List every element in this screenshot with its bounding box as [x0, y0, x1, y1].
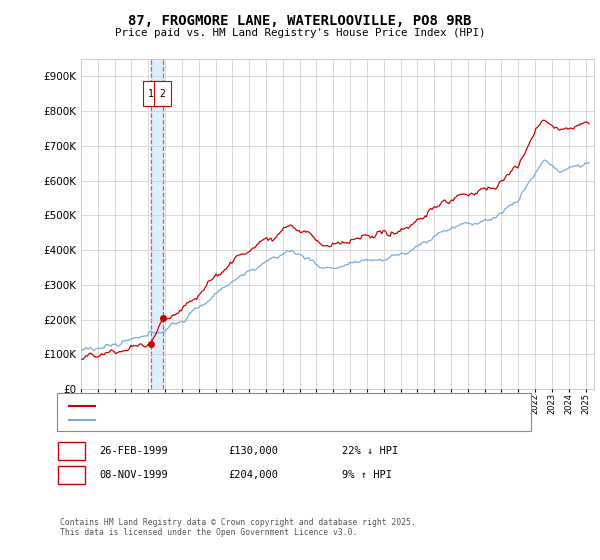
- Text: £204,000: £204,000: [228, 470, 278, 480]
- Text: 08-NOV-1999: 08-NOV-1999: [99, 470, 168, 480]
- Text: 22% ↓ HPI: 22% ↓ HPI: [342, 446, 398, 456]
- Text: 2: 2: [68, 470, 75, 480]
- Text: Contains HM Land Registry data © Crown copyright and database right 2025.
This d: Contains HM Land Registry data © Crown c…: [60, 518, 416, 538]
- Text: £130,000: £130,000: [228, 446, 278, 456]
- Text: Price paid vs. HM Land Registry's House Price Index (HPI): Price paid vs. HM Land Registry's House …: [115, 28, 485, 38]
- Text: 2: 2: [160, 88, 166, 99]
- Text: 1: 1: [68, 446, 75, 456]
- Text: 1: 1: [148, 88, 154, 99]
- FancyBboxPatch shape: [154, 81, 171, 106]
- Text: 87, FROGMORE LANE, WATERLOOVILLE, PO8 9RB (detached house): 87, FROGMORE LANE, WATERLOOVILLE, PO8 9R…: [99, 401, 411, 410]
- FancyBboxPatch shape: [143, 81, 159, 106]
- Text: HPI: Average price, detached house, East Hampshire: HPI: Average price, detached house, East…: [99, 416, 368, 425]
- Bar: [151, 59, 163, 389]
- Text: 26-FEB-1999: 26-FEB-1999: [99, 446, 168, 456]
- Text: 87, FROGMORE LANE, WATERLOOVILLE, PO8 9RB: 87, FROGMORE LANE, WATERLOOVILLE, PO8 9R…: [128, 14, 472, 28]
- Text: 9% ↑ HPI: 9% ↑ HPI: [342, 470, 392, 480]
